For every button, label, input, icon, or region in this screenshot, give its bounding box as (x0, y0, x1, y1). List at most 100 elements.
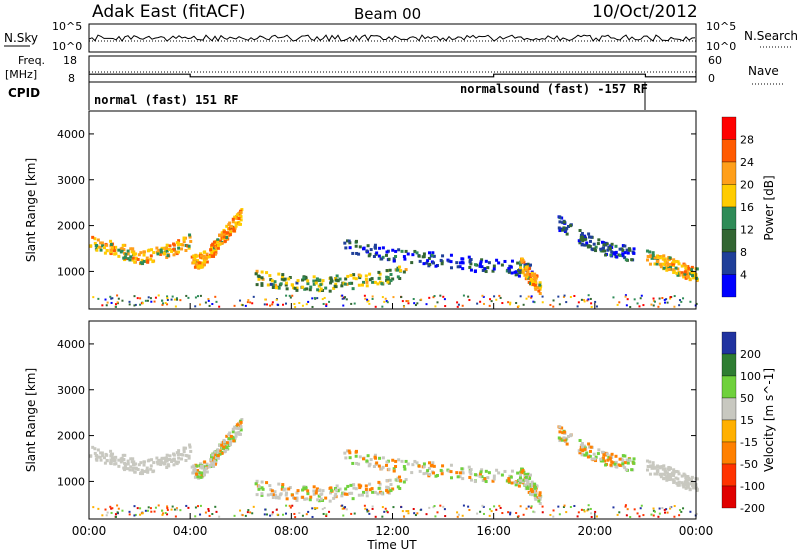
velocity-cell (605, 452, 609, 456)
velocity-cell (288, 485, 292, 489)
velocity-cell (350, 491, 354, 495)
x-tick-label: 04:00 (173, 524, 208, 538)
power-cell (665, 265, 669, 269)
power-cell (218, 234, 222, 238)
velocity-cell (344, 456, 348, 460)
power-cell (165, 249, 169, 253)
velocity-cell (343, 507, 346, 510)
velocity-cell (343, 492, 347, 496)
velocity-cell (109, 452, 113, 456)
power-cell (97, 245, 101, 249)
power-cell (329, 279, 333, 283)
velocity-cell (220, 443, 224, 447)
power-cell (461, 304, 464, 307)
velocity-cell (105, 514, 108, 517)
y-tick-label: 4000 (57, 128, 85, 141)
power-cell (658, 263, 662, 267)
power-cell (182, 236, 186, 240)
velocity-cell (233, 514, 236, 517)
power-cell (557, 295, 560, 298)
velocity-cell (669, 507, 672, 510)
velocity-cell (422, 472, 426, 476)
freq-label-line2: [MHz] (5, 68, 37, 81)
power-cell (237, 217, 241, 221)
velocity-cell (587, 504, 590, 507)
velocity-cell (413, 459, 417, 463)
velocity-cell (146, 470, 150, 474)
velocity-cell (373, 453, 377, 457)
power-cell (663, 298, 666, 301)
power-cell (495, 258, 499, 262)
velocity-cell (110, 507, 113, 510)
velocity-cell (563, 504, 566, 507)
velocity-cell (534, 497, 538, 501)
velocity-cell (157, 458, 161, 462)
velocity-cell (374, 515, 377, 518)
velocity-cell (172, 453, 176, 457)
power-cell (675, 259, 679, 263)
power-cell (291, 286, 295, 290)
power-cell (216, 240, 220, 244)
velocity-cell (443, 508, 446, 511)
power-cell (392, 259, 396, 263)
power-cell (270, 279, 274, 283)
velocity-cell (648, 460, 652, 464)
power-cell (492, 267, 496, 271)
power-cell (305, 287, 309, 291)
velocity-cell (202, 464, 206, 468)
power-cell (629, 305, 632, 308)
power-cell (371, 297, 374, 300)
power-cell (557, 226, 561, 230)
velocity-cell (340, 494, 344, 498)
velocity-cell (524, 475, 528, 479)
power-cell (134, 303, 137, 306)
power-cell (524, 268, 528, 272)
power-cell (185, 294, 188, 297)
power-cell (590, 305, 593, 308)
velocity-cell (142, 460, 146, 464)
power-cell (266, 283, 270, 287)
velocity-cell (363, 504, 366, 507)
velocity-cell (428, 472, 432, 476)
velocity-cell (632, 461, 636, 465)
power-cell (563, 228, 567, 232)
power-cell (479, 300, 482, 303)
velocity-cell (220, 451, 224, 455)
power-cell (362, 247, 366, 251)
power-cell (263, 303, 266, 306)
velocity-cell (295, 498, 299, 502)
velocity-cell (495, 508, 498, 511)
velocity-cell (218, 515, 221, 518)
velocity-cell (312, 485, 316, 489)
velocity-cell (264, 508, 267, 511)
power-cell (254, 272, 258, 276)
velocity-cell (557, 436, 561, 440)
power-cell (214, 248, 218, 252)
power-cell (691, 274, 695, 278)
velocity-cell (281, 483, 285, 487)
velocity-cell (211, 513, 214, 516)
power-cell (124, 252, 128, 256)
power-cell (385, 300, 388, 303)
velocity-cell (380, 492, 384, 496)
velocity-cell (233, 425, 237, 429)
power-cell (392, 296, 395, 299)
power-cell (239, 299, 242, 302)
power-cell (317, 279, 321, 283)
velocity-cell (214, 505, 217, 508)
velocity-cell (510, 481, 514, 485)
power-cell (373, 280, 377, 284)
power-cell (182, 240, 186, 244)
power-cell (621, 249, 625, 253)
velocity-cell (394, 465, 398, 469)
power-cell (296, 279, 300, 283)
power-cell (367, 254, 371, 258)
power-cell (152, 251, 156, 255)
power-cell (95, 248, 99, 252)
power-cell (343, 297, 346, 300)
velocity-cell (161, 513, 164, 516)
power-cell (131, 258, 135, 262)
velocity-cell (188, 445, 192, 449)
colorbar-swatch (721, 161, 737, 185)
colorbar-swatch (721, 206, 737, 230)
